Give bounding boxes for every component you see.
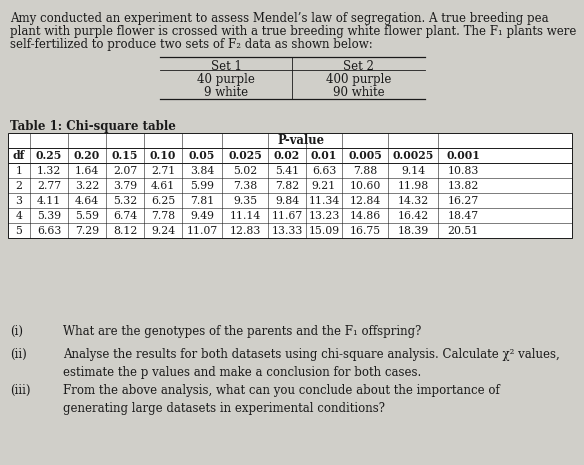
Text: Set 2: Set 2 — [343, 60, 374, 73]
Text: 5.02: 5.02 — [233, 166, 257, 175]
Bar — [8, 133, 572, 238]
Text: 10.60: 10.60 — [349, 180, 381, 191]
Text: 13.33: 13.33 — [272, 226, 303, 235]
Text: 18.39: 18.39 — [397, 226, 429, 235]
Text: 11.98: 11.98 — [397, 180, 429, 191]
Text: 0.025: 0.025 — [228, 150, 262, 161]
Text: 6.25: 6.25 — [151, 195, 175, 206]
Text: 7.78: 7.78 — [151, 211, 175, 220]
Text: 8.12: 8.12 — [113, 226, 137, 235]
Text: 6.63: 6.63 — [312, 166, 336, 175]
Text: P-value: P-value — [277, 134, 325, 147]
Text: 0.05: 0.05 — [189, 150, 215, 161]
Text: 0.15: 0.15 — [112, 150, 138, 161]
Text: 13.82: 13.82 — [447, 180, 479, 191]
Text: 3.79: 3.79 — [113, 180, 137, 191]
Text: 5.39: 5.39 — [37, 211, 61, 220]
Text: 9.35: 9.35 — [233, 195, 257, 206]
Text: 90 white: 90 white — [333, 86, 384, 99]
Text: 11.07: 11.07 — [186, 226, 218, 235]
Text: 9.84: 9.84 — [275, 195, 299, 206]
Text: 9.49: 9.49 — [190, 211, 214, 220]
Text: 6.74: 6.74 — [113, 211, 137, 220]
Text: (iii): (iii) — [10, 384, 30, 397]
Text: 0.0025: 0.0025 — [392, 150, 434, 161]
Text: 1.64: 1.64 — [75, 166, 99, 175]
Text: 14.32: 14.32 — [397, 195, 429, 206]
Text: 2.71: 2.71 — [151, 166, 175, 175]
Text: 2: 2 — [16, 180, 23, 191]
Text: 9.14: 9.14 — [401, 166, 425, 175]
Text: 0.005: 0.005 — [348, 150, 382, 161]
Text: 14.86: 14.86 — [349, 211, 381, 220]
Text: 16.75: 16.75 — [349, 226, 381, 235]
Text: df: df — [13, 150, 25, 161]
Text: 5.32: 5.32 — [113, 195, 137, 206]
Text: 3: 3 — [16, 195, 23, 206]
Text: 4: 4 — [16, 211, 22, 220]
Text: 5: 5 — [16, 226, 22, 235]
Text: Set 1: Set 1 — [211, 60, 241, 73]
Text: 7.81: 7.81 — [190, 195, 214, 206]
Text: self-fertilized to produce two sets of F₂ data as shown below:: self-fertilized to produce two sets of F… — [10, 38, 373, 51]
Text: 1.32: 1.32 — [37, 166, 61, 175]
Text: 10.83: 10.83 — [447, 166, 479, 175]
Text: 0.25: 0.25 — [36, 150, 62, 161]
Text: 0.02: 0.02 — [274, 150, 300, 161]
Text: Table 1: Chi-square table: Table 1: Chi-square table — [10, 120, 176, 133]
Text: (i): (i) — [10, 325, 23, 338]
Text: 3.84: 3.84 — [190, 166, 214, 175]
Text: 0.20: 0.20 — [74, 150, 100, 161]
Text: 5.59: 5.59 — [75, 211, 99, 220]
Text: 6.63: 6.63 — [37, 226, 61, 235]
Text: (ii): (ii) — [10, 348, 27, 361]
Text: 0.10: 0.10 — [150, 150, 176, 161]
Text: 13.23: 13.23 — [308, 211, 340, 220]
Text: 1: 1 — [16, 166, 23, 175]
Text: 16.42: 16.42 — [397, 211, 429, 220]
Text: 2.07: 2.07 — [113, 166, 137, 175]
Text: 4.11: 4.11 — [37, 195, 61, 206]
Text: What are the genotypes of the parents and the F₁ offspring?: What are the genotypes of the parents an… — [63, 325, 422, 338]
Text: 7.82: 7.82 — [275, 180, 299, 191]
Text: 5.41: 5.41 — [275, 166, 299, 175]
Text: 18.47: 18.47 — [447, 211, 478, 220]
Text: 4.64: 4.64 — [75, 195, 99, 206]
Text: 4.61: 4.61 — [151, 180, 175, 191]
Text: 0.001: 0.001 — [446, 150, 480, 161]
Text: Amy conducted an experiment to assess Mendel’s law of segregation. A true breedi: Amy conducted an experiment to assess Me… — [10, 12, 548, 25]
Text: 11.67: 11.67 — [272, 211, 303, 220]
Text: 9.21: 9.21 — [312, 180, 336, 191]
Text: 9.24: 9.24 — [151, 226, 175, 235]
Text: 11.14: 11.14 — [230, 211, 260, 220]
Text: 40 purple: 40 purple — [197, 73, 255, 86]
Text: 15.09: 15.09 — [308, 226, 339, 235]
Text: 400 purple: 400 purple — [326, 73, 391, 86]
Text: From the above analysis, what can you conclude about the importance of
generatin: From the above analysis, what can you co… — [63, 384, 500, 414]
Text: 12.83: 12.83 — [230, 226, 260, 235]
Text: Analyse the results for both datasets using chi-square analysis. Calculate χ² va: Analyse the results for both datasets us… — [63, 348, 559, 379]
Text: 20.51: 20.51 — [447, 226, 479, 235]
Text: 2.77: 2.77 — [37, 180, 61, 191]
Text: 0.01: 0.01 — [311, 150, 337, 161]
Text: plant with purple flower is crossed with a true breeding white flower plant. The: plant with purple flower is crossed with… — [10, 25, 576, 38]
Text: 9 white: 9 white — [204, 86, 248, 99]
Text: 16.27: 16.27 — [447, 195, 479, 206]
Text: 7.29: 7.29 — [75, 226, 99, 235]
Text: 5.99: 5.99 — [190, 180, 214, 191]
Text: 11.34: 11.34 — [308, 195, 340, 206]
Text: 7.38: 7.38 — [233, 180, 257, 191]
Text: 12.84: 12.84 — [349, 195, 381, 206]
Text: 7.88: 7.88 — [353, 166, 377, 175]
Text: 3.22: 3.22 — [75, 180, 99, 191]
